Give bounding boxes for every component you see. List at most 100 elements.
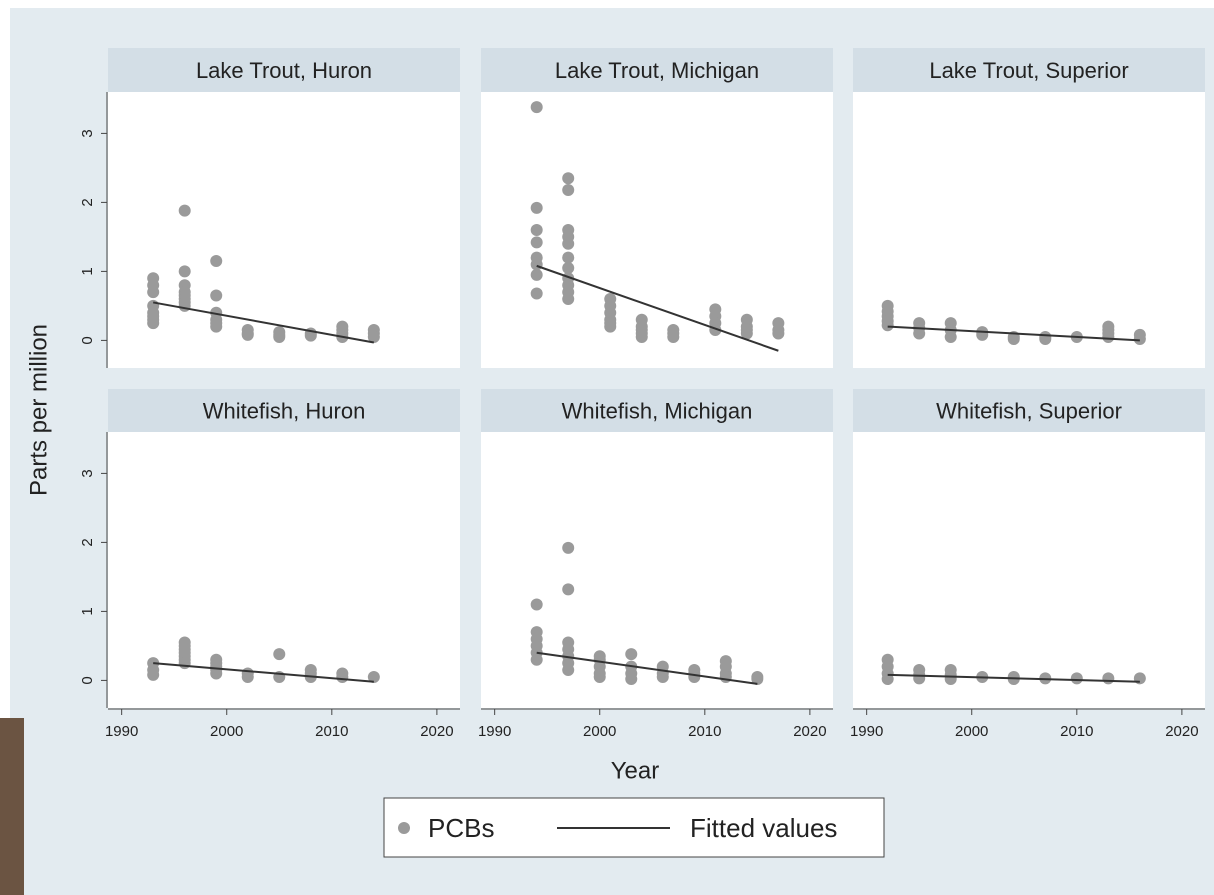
data-point [147, 317, 160, 330]
data-point [881, 673, 894, 686]
data-point [881, 319, 894, 332]
data-point [562, 237, 575, 250]
data-point [604, 320, 617, 333]
strip [853, 48, 1205, 92]
legend-label: PCBs [428, 813, 494, 843]
x-tick-label: 2020 [1165, 723, 1198, 740]
x-tick-label: 2000 [583, 723, 616, 740]
panel-title: Whitefish, Huron [203, 398, 366, 423]
panel-title: Lake Trout, Superior [929, 58, 1128, 83]
data-point [178, 204, 191, 217]
data-point [562, 583, 575, 596]
data-point [719, 670, 732, 683]
panel-plot [108, 432, 460, 708]
data-point [625, 673, 638, 686]
y-tick-label: 3 [79, 129, 96, 137]
data-point [178, 657, 191, 670]
data-point [944, 330, 957, 343]
data-point [241, 670, 254, 683]
data-point [562, 261, 575, 274]
data-point [562, 664, 575, 677]
panel-plot [853, 432, 1205, 708]
data-point [178, 299, 191, 312]
panel-title: Whitefish, Superior [936, 398, 1122, 423]
data-point [530, 287, 543, 300]
data-point [530, 236, 543, 249]
x-tick-label: 1990 [850, 723, 883, 740]
data-point [1133, 333, 1146, 346]
fit-line [887, 325, 1140, 342]
data-point [656, 670, 669, 683]
data-point [751, 673, 764, 686]
fit-line [887, 673, 1140, 683]
x-axis-label: Year [611, 757, 660, 784]
data-point [210, 289, 223, 302]
strip [108, 389, 460, 432]
x-tick-label: 2000 [955, 723, 988, 740]
y-tick-label: 2 [79, 198, 96, 206]
fit-line [153, 662, 374, 683]
panel-title: Whitefish, Michigan [562, 398, 753, 423]
y-axis-label: Parts per million [25, 324, 52, 496]
data-point [530, 224, 543, 236]
strip [853, 389, 1205, 432]
data-point [625, 648, 638, 661]
data-point [913, 327, 926, 340]
photo-fragment [0, 718, 24, 895]
fit-line [536, 264, 779, 352]
data-point [944, 673, 957, 686]
data-point [1007, 333, 1020, 346]
data-point [562, 541, 575, 554]
data-point [667, 330, 680, 343]
data-point [562, 183, 575, 196]
data-point [530, 101, 543, 114]
data-point [210, 255, 223, 268]
data-point [1070, 672, 1083, 685]
data-point [210, 320, 223, 333]
data-point [147, 668, 160, 681]
panel-plot [853, 92, 1205, 368]
fit-line [536, 651, 758, 685]
data-point [530, 653, 543, 666]
data-point [593, 670, 606, 683]
y-tick-label: 0 [79, 676, 96, 684]
data-point [241, 328, 254, 341]
legend-marker [398, 822, 410, 834]
data-point [530, 598, 543, 611]
x-tick-label: 2020 [793, 723, 826, 740]
x-tick-label: 1990 [478, 723, 511, 740]
data-point [147, 286, 160, 299]
panel-title: Lake Trout, Huron [196, 58, 372, 83]
strip [481, 389, 833, 432]
data-point [530, 268, 543, 281]
data-point [367, 330, 380, 343]
data-point [562, 251, 575, 264]
fit-line [153, 301, 375, 344]
data-point [562, 172, 575, 185]
data-point [273, 330, 286, 343]
data-point [1102, 330, 1115, 343]
data-point [688, 670, 701, 683]
data-point [273, 648, 286, 661]
data-point [367, 670, 380, 683]
data-point [772, 327, 785, 340]
y-tick-label: 0 [79, 336, 96, 344]
data-point [740, 327, 753, 340]
y-tick-label: 1 [79, 607, 96, 615]
x-tick-label: 2020 [420, 723, 453, 740]
x-tick-label: 2010 [1060, 723, 1093, 740]
strip [481, 48, 833, 92]
data-point [530, 201, 543, 214]
y-tick-label: 1 [79, 267, 96, 275]
y-tick-label: 3 [79, 469, 96, 477]
data-point [562, 293, 575, 305]
data-point [178, 265, 191, 278]
x-tick-label: 1990 [105, 723, 138, 740]
x-tick-label: 2000 [210, 723, 243, 740]
strip [108, 48, 460, 92]
panel-title: Lake Trout, Michigan [555, 58, 759, 83]
legend-label: Fitted values [690, 813, 837, 843]
data-point [530, 258, 543, 271]
